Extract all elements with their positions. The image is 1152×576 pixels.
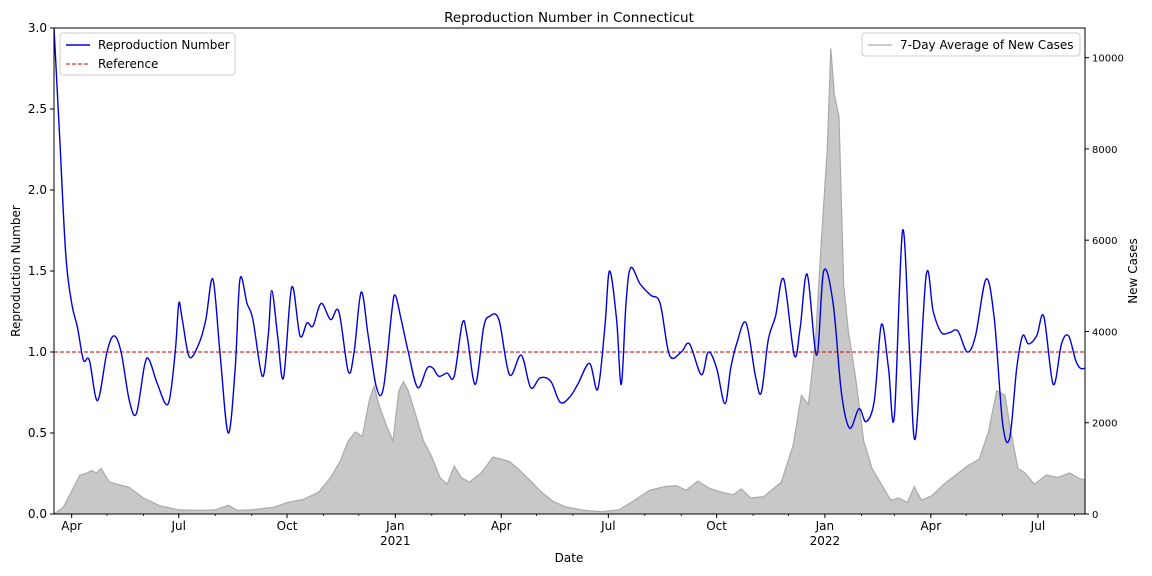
y-tick-label: 1.0 <box>28 345 47 359</box>
y-tick-label: 1.5 <box>28 264 47 278</box>
plot-area <box>53 28 1086 515</box>
y2-tick-label: 0 <box>1092 510 1098 521</box>
y2-axis-label: New Cases <box>1126 238 1140 304</box>
cases-line <box>53 48 1086 515</box>
legend-right-frame <box>861 32 1081 57</box>
y-axis-label: Reproduction Number <box>9 205 23 337</box>
x-tick-label: Apr <box>61 519 82 533</box>
x-tick-label: Jul <box>171 519 186 533</box>
y2-tick-label: 10000 <box>1092 54 1124 65</box>
y-tick-label: 0.0 <box>28 507 47 521</box>
legend-right: 7-Day Average of New Cases <box>861 32 1081 57</box>
x-tick-label: Oct <box>277 519 298 533</box>
chart-title: Reproduction Number in Connecticut <box>444 10 694 26</box>
legend-label-reference: Reference <box>98 57 158 71</box>
y2-tick-label: 4000 <box>1092 327 1117 338</box>
x-tick-year: 2021 <box>380 534 411 548</box>
reproduction-line <box>54 28 1085 444</box>
y2-tick-label: 2000 <box>1092 419 1117 430</box>
x-axis-label: Date <box>555 551 584 565</box>
cases-area <box>54 48 1085 514</box>
x-tick-label: Apr <box>491 519 512 533</box>
y2-tick-label: 6000 <box>1092 236 1117 247</box>
x-tick-year: 2022 <box>810 534 841 548</box>
x-tick-label: Jul <box>1030 519 1045 533</box>
x-tick-label: Oct <box>706 519 727 533</box>
legend-label-cases: 7-Day Average of New Cases <box>900 38 1074 52</box>
y-tick-label: 0.5 <box>28 426 47 440</box>
y-tick-label: 2.5 <box>28 102 47 116</box>
y-tick-label: 3.0 <box>28 21 47 35</box>
x-tick-label: Jan <box>385 519 405 533</box>
y-tick-label: 2.0 <box>28 183 47 197</box>
axes: 0.0 0.5 1.0 1.5 2.0 2.5 3.0 0 2000 4000 6000 8000 10… <box>28 21 1124 548</box>
x-tick-label: Jan <box>815 519 835 533</box>
x-tick-label: Apr <box>920 519 941 533</box>
legend-left: Reproduction Number Reference <box>59 32 236 76</box>
y2-tick-label: 8000 <box>1092 145 1117 156</box>
x-tick-label: Jul <box>600 519 615 533</box>
legend-left-frame <box>59 32 236 76</box>
legend-label-reproduction: Reproduction Number <box>98 38 230 52</box>
